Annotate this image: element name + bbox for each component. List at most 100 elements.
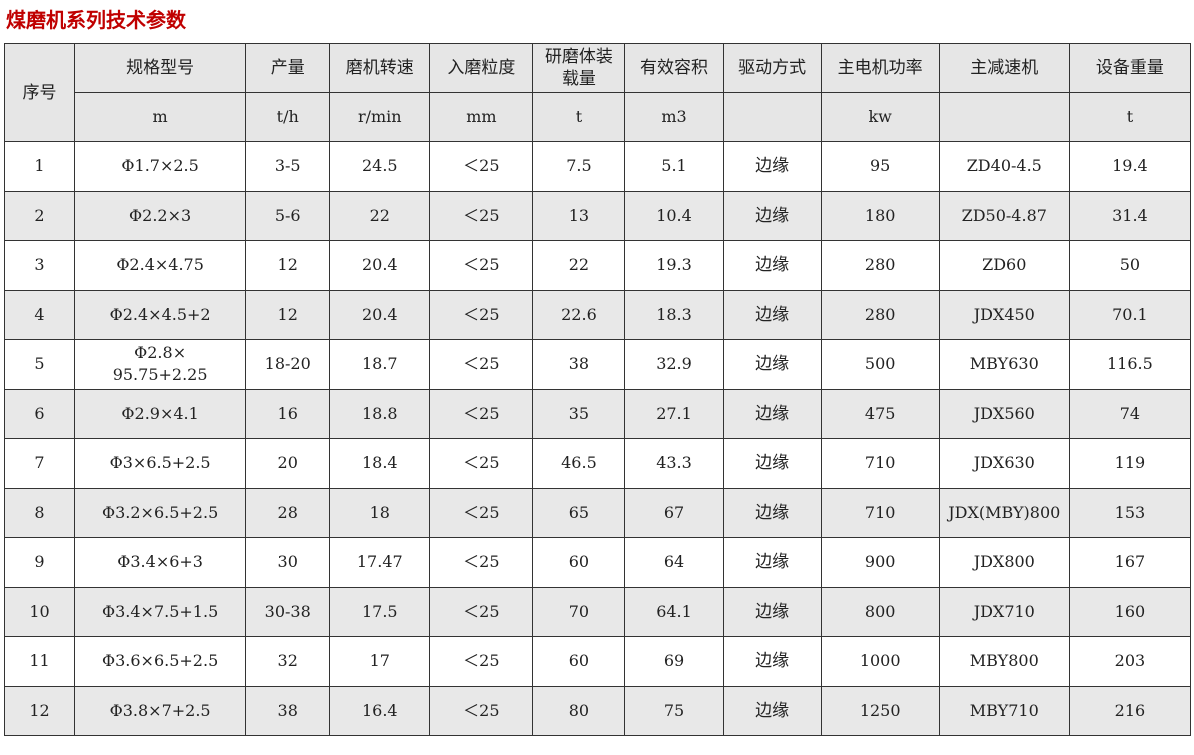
table-row: 10 Φ3.4×7.5+1.5 30-38 17.5 ＜25 70 64.1 边缘 800 JDX…: [3, 586, 1192, 637]
column-header: 设备重量: [1068, 43, 1192, 93]
table-cell: ＜25: [429, 586, 534, 637]
header-row: 序号 规格型号 产量 磨机转速 入磨粒度 研磨体装载量 有效容积 驱动方式 主电机功率 主减速机…: [3, 43, 1192, 142]
column-header: 磨机转速: [329, 43, 431, 93]
table-cell: 50: [1068, 240, 1192, 291]
table-cell: 边缘: [722, 636, 822, 687]
table-cell: 10.4: [624, 190, 724, 241]
column-unit: mm: [429, 92, 534, 142]
column-header: 规格型号: [74, 43, 247, 93]
table-cell: 710: [820, 487, 940, 538]
table-cell: JDX630: [938, 438, 1070, 489]
table-cell: ＜25: [429, 685, 534, 736]
table-row: 9 Φ3.4×6+3 30 17.47 ＜25 60 64 边缘 900 JDX800 167: [3, 537, 1192, 588]
table-cell: 7.5: [532, 141, 626, 192]
table-cell: 6: [3, 388, 76, 439]
table-cell: ＜25: [429, 289, 534, 340]
table-cell: 边缘: [722, 339, 822, 390]
column-header: 入磨粒度: [429, 43, 534, 93]
table-cell: 边缘: [722, 190, 822, 241]
table-row: 3 Φ2.4×4.75 12 20.4 ＜25 22 19.3 边缘 280 ZD60 50: [3, 240, 1192, 291]
table-cell: MBY710: [938, 685, 1070, 736]
table-cell: 65: [532, 487, 626, 538]
table-cell: Φ3×6.5+2.5: [74, 438, 247, 489]
page-title: 煤磨机系列技术参数: [6, 8, 186, 32]
table-cell: 20.4: [329, 289, 431, 340]
table-cell: 10: [3, 586, 76, 637]
table-cell: ＜25: [429, 339, 534, 390]
table-cell: 24.5: [329, 141, 431, 192]
table-cell: 32.9: [624, 339, 724, 390]
table-cell: 280: [820, 240, 940, 291]
table-cell: 18.3: [624, 289, 724, 340]
table-cell: 3-5: [245, 141, 331, 192]
column-header: 驱动方式: [722, 43, 822, 93]
table-cell: Φ3.4×6+3: [74, 537, 247, 588]
table-cell: 280: [820, 289, 940, 340]
table-cell: 17.47: [329, 537, 431, 588]
table-cell: 160: [1068, 586, 1192, 637]
table-cell: 69: [624, 636, 724, 687]
table-cell: 边缘: [722, 289, 822, 340]
table-cell: 46.5: [532, 438, 626, 489]
table-row: 8 Φ3.2×6.5+2.5 28 18 ＜25 65 67 边缘 710 JDX(MBY)800…: [3, 487, 1192, 538]
table-cell: 38: [245, 685, 331, 736]
table-cell: Φ2.8× 95.75+2.25: [74, 339, 247, 390]
table-cell: 167: [1068, 537, 1192, 588]
table-cell: 67: [624, 487, 724, 538]
table-cell: 5-6: [245, 190, 331, 241]
table-cell: Φ3.8×7+2.5: [74, 685, 247, 736]
table-cell: 边缘: [722, 240, 822, 291]
column-unit: t/h: [245, 92, 331, 142]
column-header: 主电机功率: [820, 43, 940, 93]
table-cell: 9: [3, 537, 76, 588]
table-cell: 5.1: [624, 141, 724, 192]
table-cell: 119: [1068, 438, 1192, 489]
table-cell: ZD50-4.87: [938, 190, 1070, 241]
table-cell: 64.1: [624, 586, 724, 637]
table-cell: 500: [820, 339, 940, 390]
table-cell: 18.4: [329, 438, 431, 489]
table-cell: 20.4: [329, 240, 431, 291]
units-row: m t/h r/min mm t m3 kw t: [5, 92, 1192, 142]
table-cell: 1000: [820, 636, 940, 687]
table-cell: ＜25: [429, 240, 534, 291]
table-row: 7 Φ3×6.5+2.5 20 18.4 ＜25 46.5 43.3 边缘 710 JDX630 1…: [3, 438, 1192, 489]
table-cell: ZD60: [938, 240, 1070, 291]
table-cell: 31.4: [1068, 190, 1192, 241]
table-cell: Φ3.4×7.5+1.5: [74, 586, 247, 637]
table-cell: 35: [532, 388, 626, 439]
table-cell: 2: [3, 190, 76, 241]
table-cell: ＜25: [429, 141, 534, 192]
table-cell: 边缘: [722, 487, 822, 538]
table-cell: 38: [532, 339, 626, 390]
table-cell: ＜25: [429, 636, 534, 687]
table-cell: 3: [3, 240, 76, 291]
table-cell: ZD40-4.5: [938, 141, 1070, 192]
table-row: 5 Φ2.8× 95.75+2.25 18-20 18.7 ＜25 38 32.9 边缘 500 M…: [3, 339, 1192, 390]
table-cell: Φ2.2×3: [74, 190, 247, 241]
table-cell: 60: [532, 537, 626, 588]
table-cell: 16.4: [329, 685, 431, 736]
table-cell: Φ2.4×4.75: [74, 240, 247, 291]
table-cell: 边缘: [722, 141, 822, 192]
table-cell: Φ2.4×4.5+2: [74, 289, 247, 340]
table-cell: 边缘: [722, 586, 822, 637]
table-cell: 1: [3, 141, 76, 192]
column-unit: m3: [624, 92, 724, 142]
column-unit: m: [74, 92, 247, 142]
column-unit: [938, 92, 1070, 142]
table-cell: 7: [3, 438, 76, 489]
table-cell: JDX710: [938, 586, 1070, 637]
table-cell: 900: [820, 537, 940, 588]
table-cell: 13: [532, 190, 626, 241]
table-cell: Φ1.7×2.5: [74, 141, 247, 192]
table-cell: 12: [245, 240, 331, 291]
table-cell: 216: [1068, 685, 1192, 736]
table-cell: 18: [329, 487, 431, 538]
table-cell: 30: [245, 537, 331, 588]
table-cell: 30-38: [245, 586, 331, 637]
specs-table: 序号 规格型号 产量 磨机转速 入磨粒度 研磨体装载量 有效容积 驱动方式 主电机功率 主减速机…: [3, 43, 1192, 736]
table-row: 4 Φ2.4×4.5+2 12 20.4 ＜25 22.6 18.3 边缘 280 JDX450 7…: [3, 289, 1192, 340]
table-cell: 4: [3, 289, 76, 340]
column-unit: t: [1068, 92, 1192, 142]
